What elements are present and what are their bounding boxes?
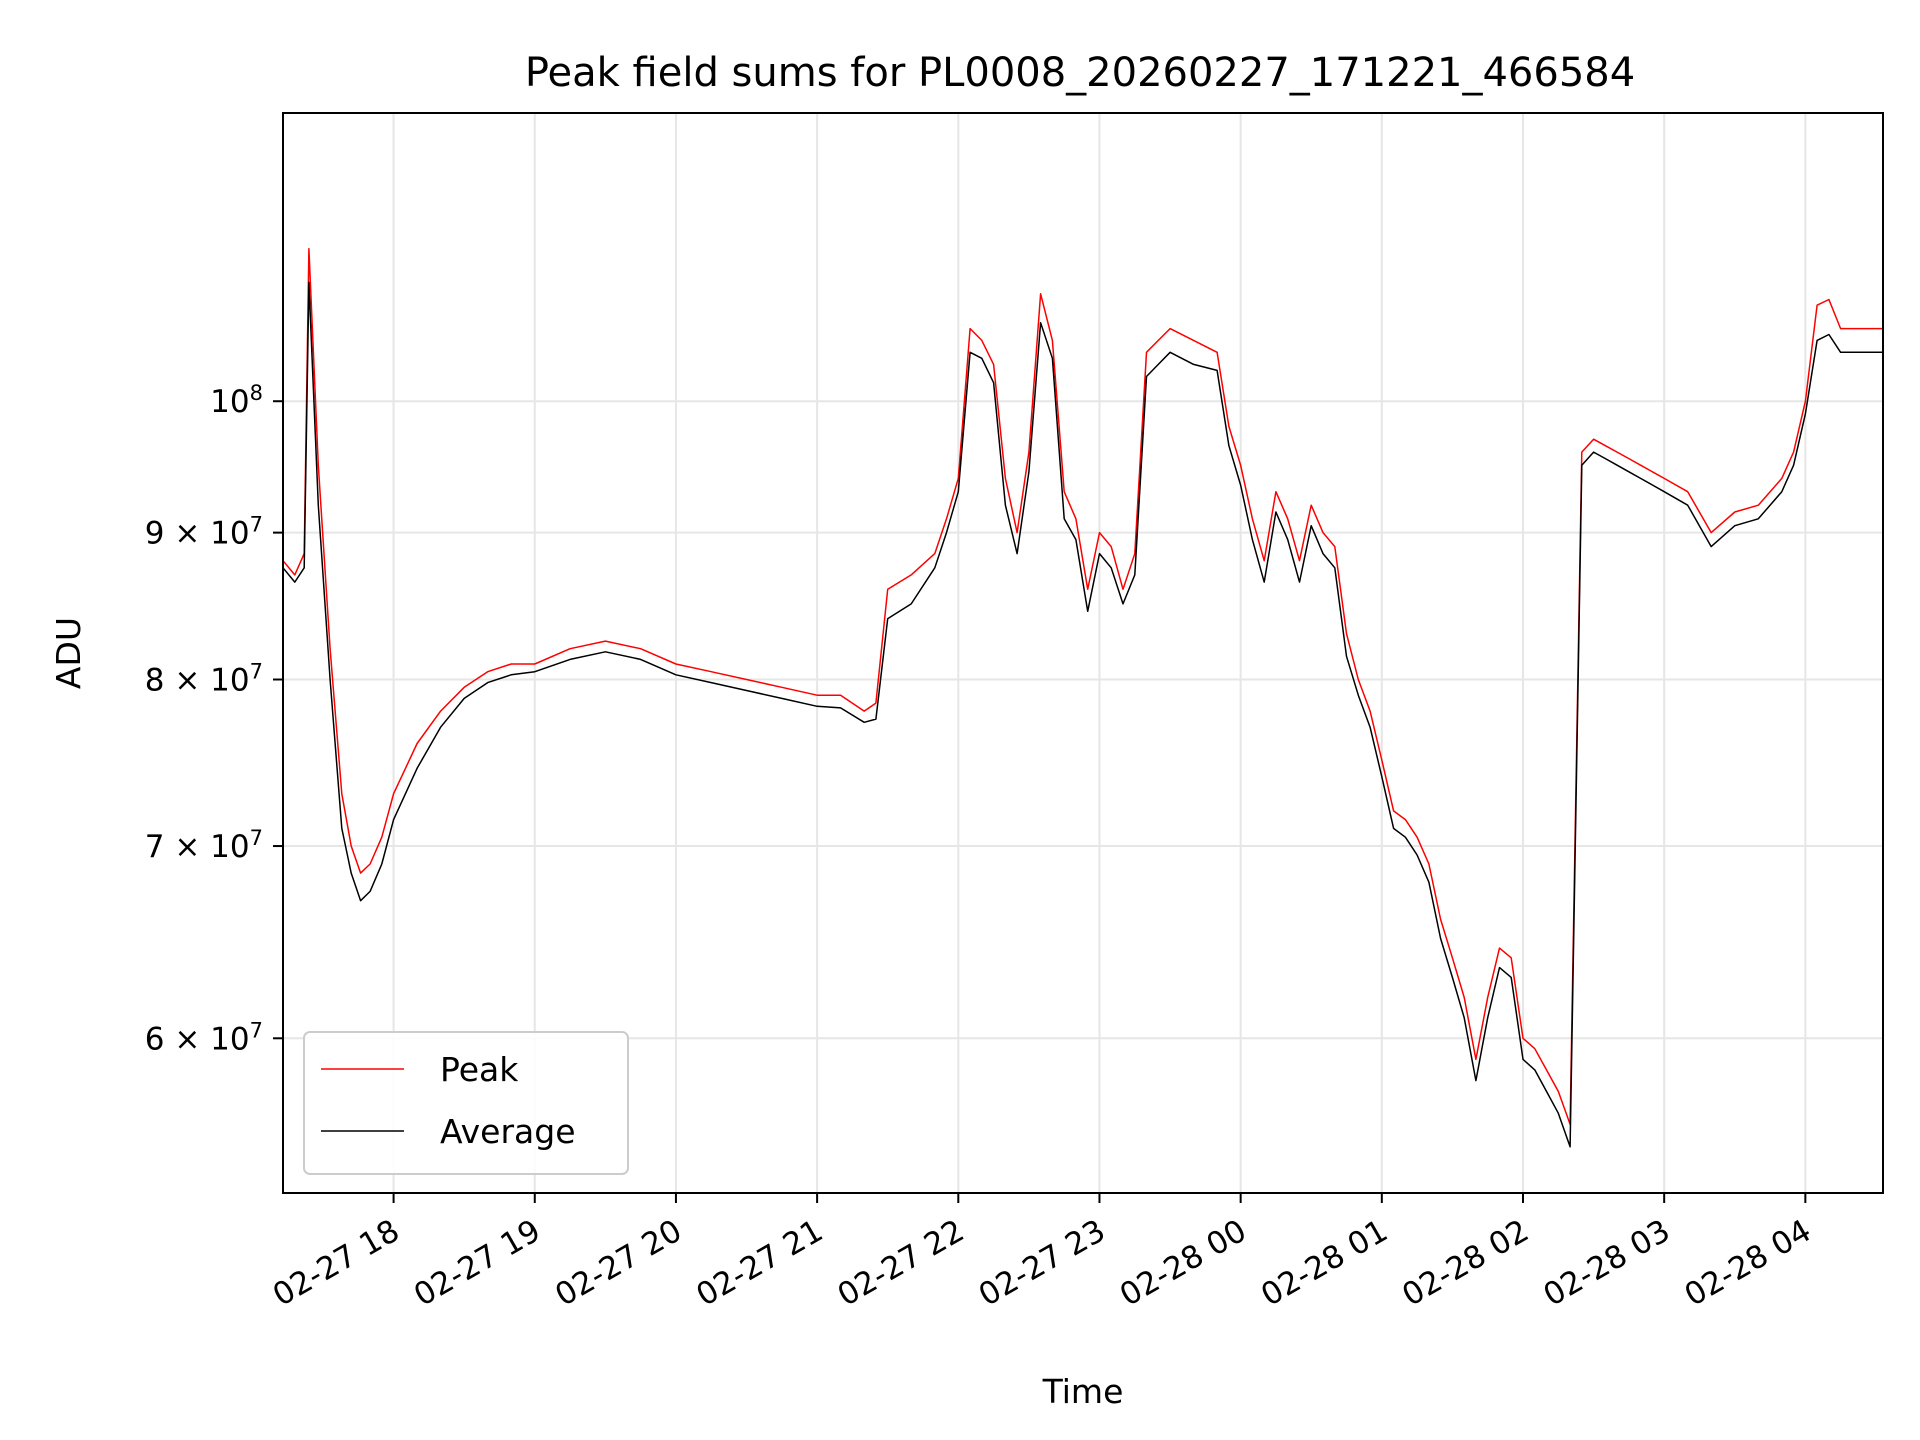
legend: Peak Average [303, 1031, 629, 1175]
y-axis-ticks: 6 × 107 7 × 107 8 × 107 9 × 107 108 [145, 381, 283, 1057]
legend-label-average: Average [440, 1112, 576, 1151]
legend-box [303, 1031, 629, 1175]
series-line-peak [282, 248, 1883, 1126]
y-tick-label: 7 × 107 [145, 826, 263, 865]
plot-frame [282, 112, 1884, 1194]
chart-title: Peak field sums for PL0008_20260227_1712… [525, 50, 1635, 96]
y-tick-label: 8 × 107 [145, 660, 263, 699]
series-line-average [282, 281, 1883, 1148]
series-lines [282, 248, 1883, 1148]
x-axis-title: Time [1042, 1372, 1124, 1411]
y-tick-label: 9 × 107 [145, 513, 263, 552]
y-tick-label: 6 × 107 [145, 1018, 263, 1057]
y-axis-title: ADU [49, 617, 88, 689]
legend-label-peak: Peak [440, 1050, 519, 1089]
y-tick-label: 108 [210, 381, 263, 420]
